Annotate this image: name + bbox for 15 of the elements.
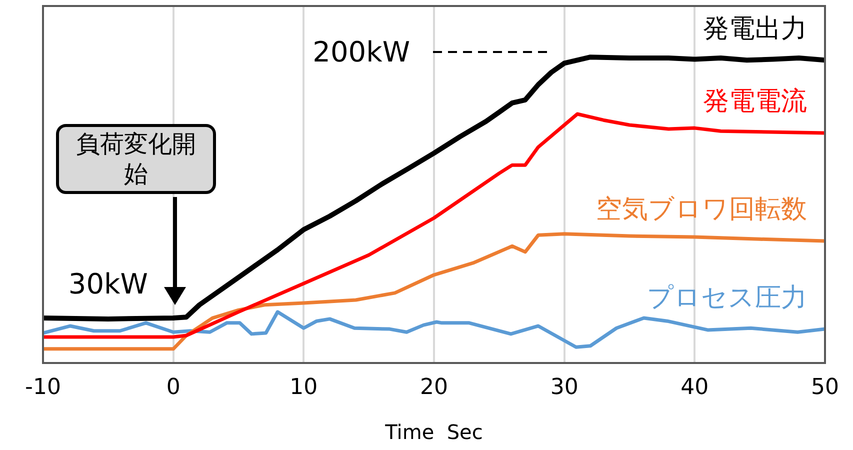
callout-box: 負荷変化開始 [56,124,216,194]
series-label: プロセス圧力 [647,282,807,313]
x-tick-label: 30 [550,374,578,400]
series-label: 空気ブロワ回転数 [596,194,807,225]
x-tick-label: -10 [25,374,61,400]
x-tick-label: 40 [680,374,709,400]
x-tick-label: 10 [290,374,318,400]
x-tick-label: 50 [811,374,839,400]
x-tick-label: 20 [420,374,448,400]
annotation: 200kW [312,35,410,68]
series-label: 発電出力 [703,14,807,44]
x-axis-title: Time Sec [384,420,483,444]
x-tick-label: 0 [166,374,180,400]
series-label: 発電電流 [703,86,807,117]
annotation: 30kW [68,267,148,300]
